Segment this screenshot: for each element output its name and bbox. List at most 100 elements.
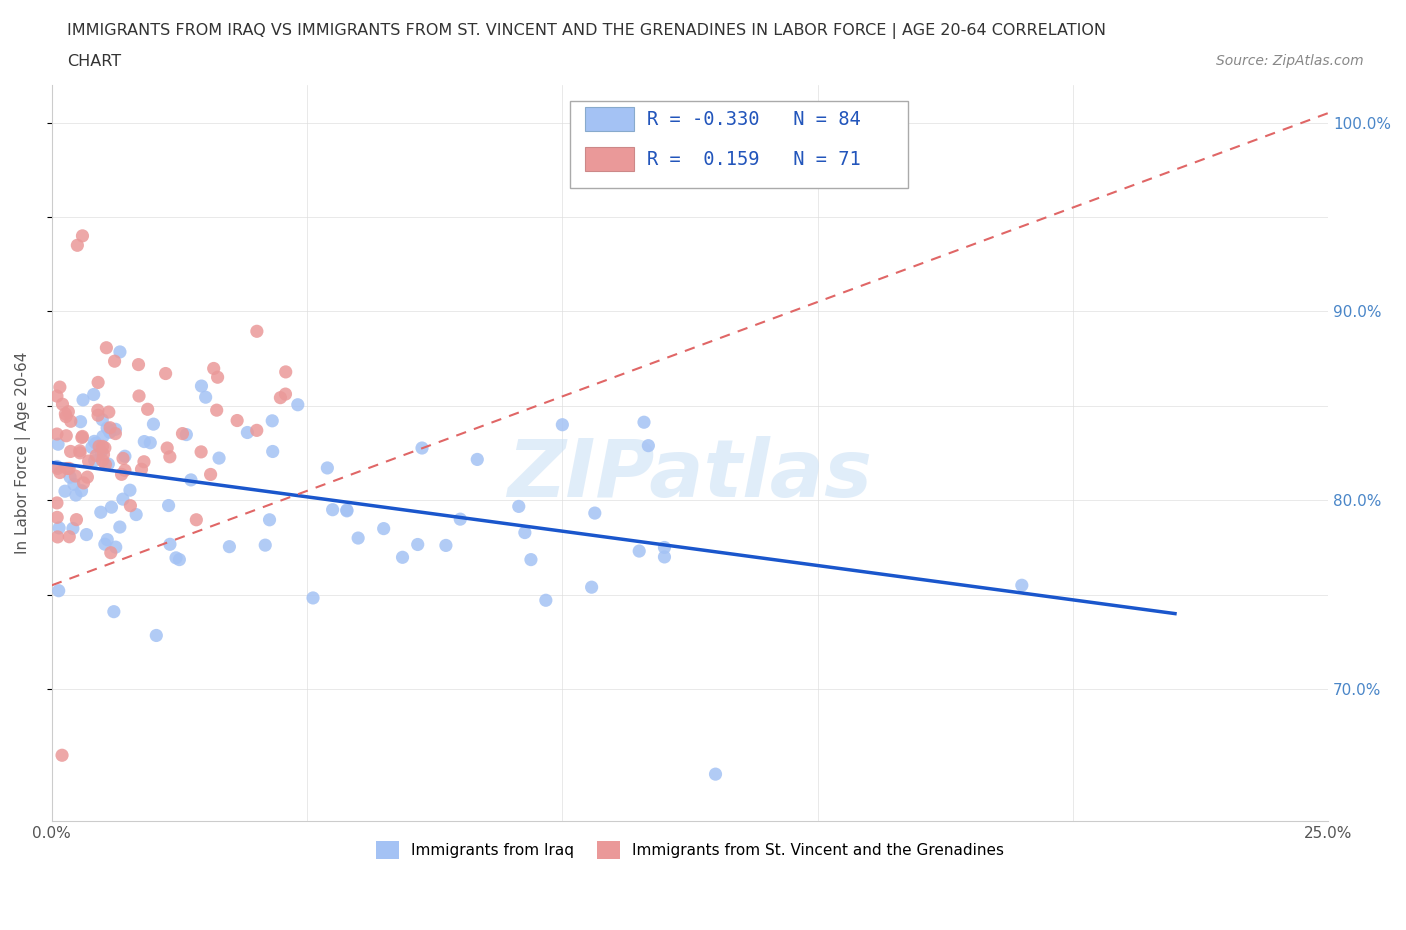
Point xyxy=(262,413,284,428)
Point xyxy=(62,521,84,536)
Point xyxy=(136,402,159,417)
Point xyxy=(87,375,110,390)
Point xyxy=(200,467,222,482)
Point xyxy=(551,418,574,432)
Point xyxy=(131,462,153,477)
FancyBboxPatch shape xyxy=(585,107,634,131)
Point xyxy=(96,340,118,355)
Point xyxy=(103,353,125,368)
Point xyxy=(51,397,73,412)
Point xyxy=(100,545,122,560)
Point xyxy=(207,370,229,385)
Point xyxy=(59,470,82,485)
Point xyxy=(94,537,117,551)
Point xyxy=(69,445,91,460)
Point xyxy=(513,525,536,540)
Point xyxy=(254,538,277,552)
Point xyxy=(51,748,73,763)
Point xyxy=(46,529,69,544)
Point xyxy=(58,405,80,419)
Legend: Immigrants from Iraq, Immigrants from St. Vincent and the Grenadines: Immigrants from Iraq, Immigrants from St… xyxy=(370,834,1010,865)
Point xyxy=(87,439,110,454)
Point xyxy=(1011,578,1033,592)
Point xyxy=(46,437,69,452)
Point xyxy=(155,366,177,381)
Point xyxy=(83,434,105,449)
Point xyxy=(97,405,120,419)
Point xyxy=(90,505,112,520)
Point xyxy=(269,391,291,405)
Point xyxy=(66,238,89,253)
Point xyxy=(63,477,86,492)
Point xyxy=(53,484,76,498)
Point xyxy=(139,435,162,450)
Point xyxy=(59,444,82,458)
Point xyxy=(449,512,471,526)
Point xyxy=(118,483,141,498)
Point xyxy=(114,463,136,478)
Point xyxy=(534,592,557,607)
Point xyxy=(65,487,87,502)
Point xyxy=(111,492,134,507)
Point xyxy=(72,429,94,444)
Point xyxy=(194,390,217,405)
Point xyxy=(145,628,167,643)
Point xyxy=(53,406,76,421)
Text: ZIPatlas: ZIPatlas xyxy=(508,436,873,514)
Point xyxy=(58,529,80,544)
Point xyxy=(72,392,94,407)
Point xyxy=(91,439,114,454)
Text: IMMIGRANTS FROM IRAQ VS IMMIGRANTS FROM ST. VINCENT AND THE GRENADINES IN LABOR : IMMIGRANTS FROM IRAQ VS IMMIGRANTS FROM … xyxy=(67,23,1107,39)
Text: Source: ZipAtlas.com: Source: ZipAtlas.com xyxy=(1216,54,1364,68)
Point xyxy=(70,430,93,445)
Point xyxy=(90,445,112,459)
Point xyxy=(190,445,212,459)
Point xyxy=(110,467,132,482)
Point xyxy=(142,417,165,432)
Point xyxy=(226,413,249,428)
Point xyxy=(87,407,110,422)
FancyBboxPatch shape xyxy=(569,101,908,188)
Point xyxy=(91,429,114,444)
Point xyxy=(72,475,94,490)
Point xyxy=(128,357,150,372)
Point xyxy=(65,512,87,527)
Point xyxy=(157,498,180,513)
Point xyxy=(391,550,413,565)
Point xyxy=(132,455,155,470)
Point xyxy=(104,539,127,554)
Point xyxy=(87,403,110,418)
FancyBboxPatch shape xyxy=(585,147,634,171)
Point xyxy=(316,460,339,475)
Point xyxy=(336,503,359,518)
Point xyxy=(165,551,187,565)
Point xyxy=(208,451,231,466)
Point xyxy=(46,510,69,525)
Point xyxy=(80,440,103,455)
Point xyxy=(108,520,131,535)
Point xyxy=(56,461,79,476)
Point xyxy=(583,506,606,521)
Point xyxy=(65,469,87,484)
Point xyxy=(76,470,98,485)
Point xyxy=(704,766,727,781)
Point xyxy=(128,389,150,404)
Point xyxy=(205,403,228,418)
Point xyxy=(103,604,125,619)
Point xyxy=(628,544,651,559)
Point xyxy=(72,229,94,244)
Point xyxy=(373,521,395,536)
Point xyxy=(70,484,93,498)
Point xyxy=(45,459,67,474)
Point xyxy=(55,409,77,424)
Point xyxy=(96,420,118,435)
Point xyxy=(108,344,131,359)
Point xyxy=(190,379,212,393)
Point xyxy=(77,454,100,469)
Point xyxy=(633,415,655,430)
Point xyxy=(69,414,91,429)
Point xyxy=(83,453,105,468)
Point xyxy=(465,452,488,467)
Point xyxy=(202,361,225,376)
Point xyxy=(186,512,208,527)
